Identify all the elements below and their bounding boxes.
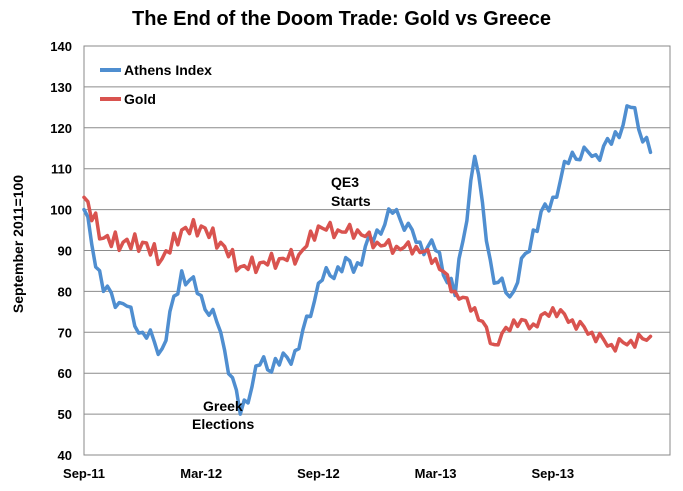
annotation-label: Elections [192, 416, 254, 432]
x-tick-label: Mar-13 [415, 466, 457, 481]
x-tick-label: Sep-12 [297, 466, 340, 481]
series-lines [82, 104, 653, 416]
gridlines [84, 86, 670, 415]
annotation-label: Greek [203, 398, 243, 414]
x-tick-label: Sep-13 [531, 466, 574, 481]
y-tick-label: 120 [50, 121, 72, 136]
legend-label: Gold [124, 91, 156, 107]
y-tick-label: 50 [58, 407, 72, 422]
y-tick-label: 110 [51, 162, 72, 177]
x-tick-label: Mar-12 [180, 466, 222, 481]
x-tick-label: Sep-11 [63, 466, 105, 481]
y-tick-label: 60 [58, 366, 72, 381]
annotation-label: QE3 [331, 174, 359, 190]
legend-label: Athens Index [124, 62, 212, 78]
annotation-label: Starts [331, 193, 371, 209]
y-tick-label: 130 [50, 80, 72, 95]
y-tick-label: 90 [58, 244, 72, 259]
athens-index-line [82, 104, 653, 416]
y-tick-label: 40 [58, 448, 72, 463]
y-tick-label: 70 [58, 325, 72, 340]
annotations: QE3 Starts Greek Elections [192, 174, 371, 432]
x-tick-labels: Sep-11 Mar-12 Sep-12 Mar-13 Sep-13 [63, 466, 574, 481]
y-tick-label: 80 [58, 284, 72, 299]
legend: Athens Index Gold [100, 62, 212, 107]
chart-title: The End of the Doom Trade: Gold vs Greec… [132, 8, 551, 30]
gold-line [82, 195, 653, 353]
y-tick-label: 100 [50, 203, 72, 218]
y-tick-label: 140 [50, 39, 72, 54]
y-tick-labels: 40 50 60 70 80 90 100 110 120 130 140 [50, 39, 72, 463]
